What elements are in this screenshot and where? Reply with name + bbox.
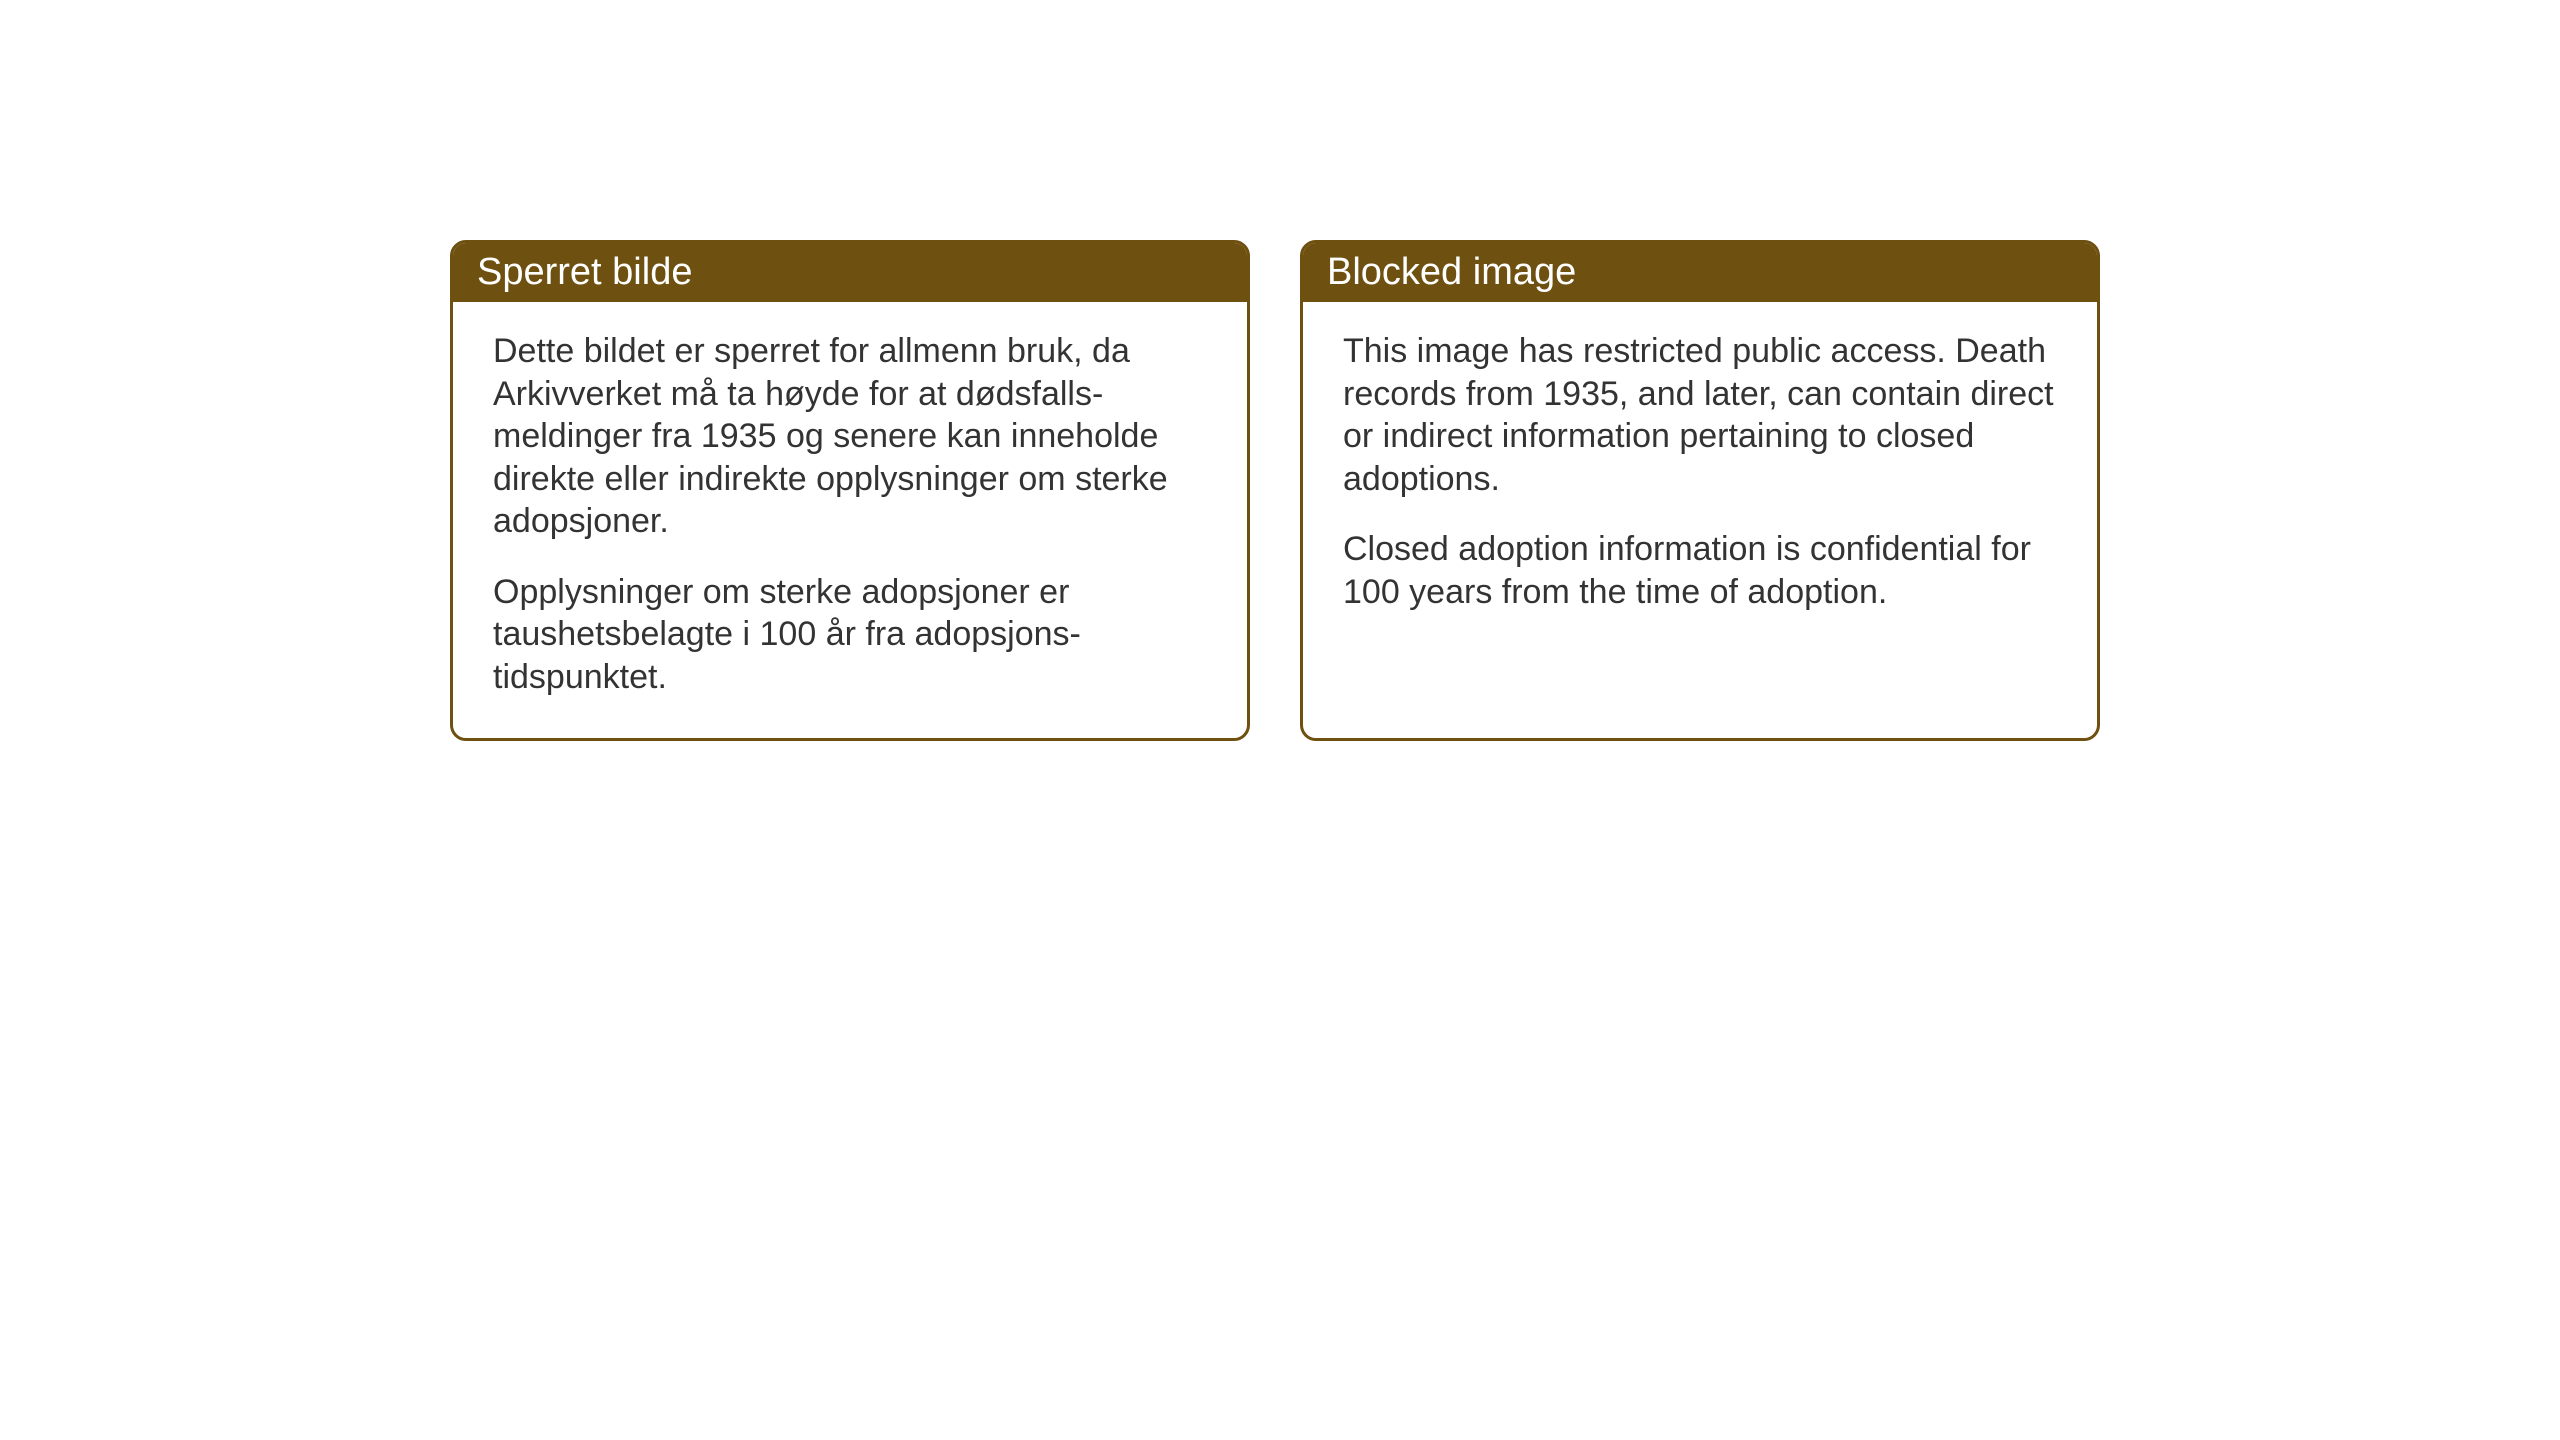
- card-body-norwegian: Dette bildet er sperret for allmenn bruk…: [453, 302, 1247, 738]
- card-english: Blocked image This image has restricted …: [1300, 240, 2100, 741]
- card-header-english: Blocked image: [1303, 243, 2097, 302]
- card-paragraph-1-english: This image has restricted public access.…: [1343, 330, 2057, 500]
- card-paragraph-2-norwegian: Opplysninger om sterke adopsjoner er tau…: [493, 571, 1207, 699]
- cards-container: Sperret bilde Dette bildet er sperret fo…: [450, 240, 2100, 741]
- card-body-english: This image has restricted public access.…: [1303, 302, 2097, 653]
- card-paragraph-1-norwegian: Dette bildet er sperret for allmenn bruk…: [493, 330, 1207, 543]
- card-header-norwegian: Sperret bilde: [453, 243, 1247, 302]
- card-paragraph-2-english: Closed adoption information is confident…: [1343, 528, 2057, 613]
- card-norwegian: Sperret bilde Dette bildet er sperret fo…: [450, 240, 1250, 741]
